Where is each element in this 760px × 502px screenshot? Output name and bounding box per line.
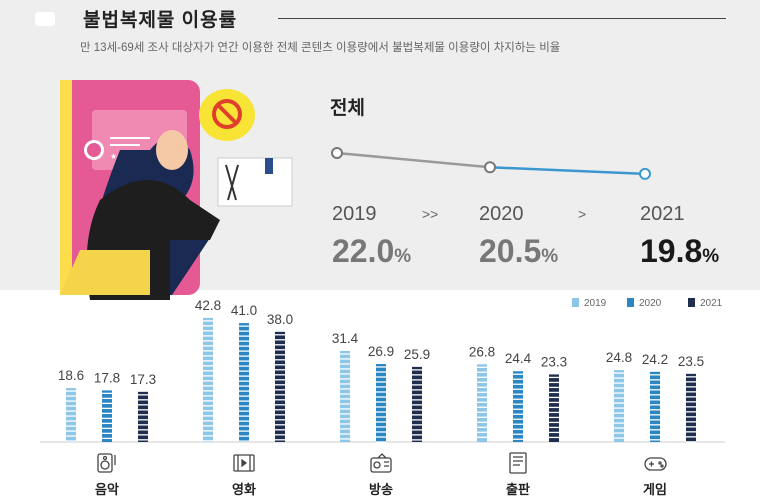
bar-music-2019	[66, 388, 76, 442]
total-year-2020: 2020	[479, 203, 524, 225]
bar-film-2019	[203, 317, 213, 442]
bar-game-2021	[686, 373, 696, 442]
data-label-broadcast-2019: 31.4	[332, 331, 359, 346]
page-subtitle: 만 13세-69세 조사 대상자가 연간 이용한 전체 콘텐츠 이용량에서 불법…	[80, 42, 561, 54]
data-label-game-2020: 24.2	[642, 352, 668, 367]
year-separator-1: >>	[422, 206, 439, 222]
value-number: 20.5	[479, 233, 542, 269]
book-icon	[509, 452, 527, 474]
music-note-icon	[97, 453, 116, 473]
trend-segment-2	[489, 166, 646, 176]
trend-point-2019	[331, 147, 343, 159]
data-label-film-2019: 42.8	[195, 298, 221, 313]
bar-book-2020	[513, 371, 523, 442]
data-label-book-2021: 23.3	[541, 354, 567, 369]
value-unit: %	[541, 246, 559, 267]
total-value-2019: 22.0%	[332, 233, 411, 270]
value-number: 19.8	[640, 233, 703, 269]
value-unit: %	[702, 246, 720, 267]
trend-point-2020	[484, 161, 496, 174]
total-value-2020: 20.5%	[479, 233, 558, 270]
year-separator-2: >	[578, 206, 587, 222]
data-label-game-2019: 24.8	[606, 350, 632, 365]
total-year-2021: 2021	[640, 203, 685, 225]
bar-broadcast-2019	[340, 350, 350, 442]
data-label-broadcast-2021: 25.9	[404, 347, 430, 362]
legend-label-2021: 2021	[700, 298, 723, 309]
data-label-music-2019: 18.6	[58, 368, 84, 383]
broadcast-icon	[370, 453, 392, 473]
total-year-2019: 2019	[332, 203, 377, 225]
category-label-game: 게임	[643, 482, 667, 497]
title-marker	[35, 12, 55, 26]
legend-label-2020: 2020	[639, 298, 662, 309]
bar-film-2021	[275, 331, 285, 442]
bar-music-2021	[138, 391, 148, 442]
data-label-film-2021: 38.0	[267, 312, 293, 327]
bar-music-2020	[102, 390, 112, 442]
data-label-game-2021: 23.5	[678, 354, 704, 369]
category-label-broadcast: 방송	[369, 482, 393, 497]
title-divider	[278, 18, 726, 19]
data-label-broadcast-2020: 26.9	[368, 344, 394, 359]
total-label: 전체	[330, 98, 365, 119]
data-label-film-2020: 41.0	[231, 303, 257, 318]
bar-broadcast-2020	[376, 363, 386, 442]
bar-book-2021	[549, 374, 559, 442]
data-label-music-2020: 17.8	[94, 370, 120, 385]
legend-swatch-2021	[688, 298, 695, 307]
total-value-2021: 19.8%	[640, 233, 719, 270]
category-label-film: 영화	[232, 482, 256, 497]
trend-point-2021	[639, 167, 651, 180]
category-label-music: 음악	[95, 482, 119, 497]
bar-game-2019	[614, 370, 624, 442]
category-label-book: 출판	[506, 482, 530, 497]
film-icon	[233, 454, 255, 472]
value-unit: %	[394, 246, 412, 267]
bar-game-2020	[650, 371, 660, 442]
trend-segment-1	[336, 151, 491, 169]
data-label-book-2020: 24.4	[505, 351, 532, 366]
bar-film-2020	[239, 323, 249, 442]
legend-label-2019: 2019	[584, 298, 607, 309]
value-number: 22.0	[332, 233, 395, 269]
game-controller-icon	[644, 457, 667, 471]
bar-book-2019	[477, 364, 487, 442]
data-label-book-2019: 26.8	[469, 344, 495, 359]
data-label-music-2021: 17.3	[130, 372, 156, 387]
page-title: 불법복제물 이용률	[83, 10, 238, 31]
legend-swatch-2019	[572, 298, 579, 307]
legend-swatch-2020	[627, 298, 634, 307]
